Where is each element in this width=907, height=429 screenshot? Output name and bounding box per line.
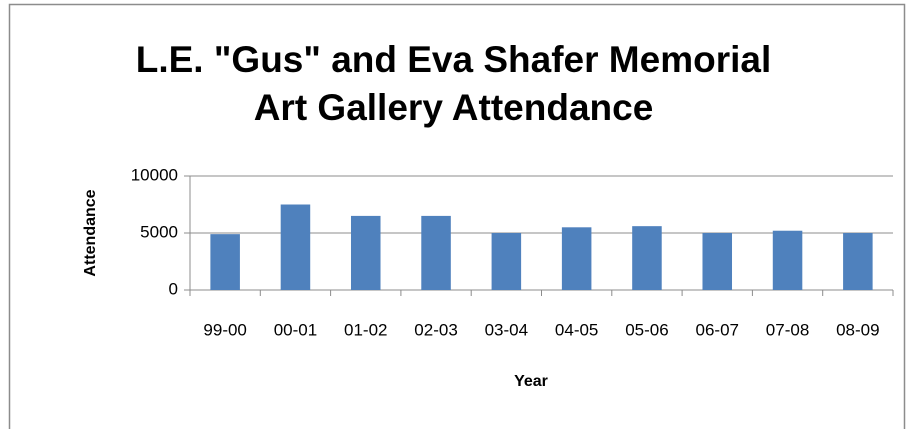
bar <box>491 233 522 290</box>
x-tick-label: 03-04 <box>485 320 528 339</box>
x-tick-label: 00-01 <box>274 320 317 339</box>
bar <box>421 215 451 290</box>
bar <box>843 233 873 290</box>
y-tick-label: 5000 <box>140 222 178 241</box>
bar <box>702 233 733 290</box>
chart-title: L.E. "Gus" and Eva Shafer Memorial Art G… <box>135 39 772 128</box>
x-tick-label: 04-05 <box>555 320 598 339</box>
x-tick-label: 06-07 <box>696 320 739 339</box>
x-tick-label: 99-00 <box>203 320 246 339</box>
bar <box>210 234 240 290</box>
bar <box>280 204 311 290</box>
x-tick-label: 08-09 <box>836 320 879 339</box>
x-tick-label: 02-03 <box>414 320 457 339</box>
chart-frame <box>8 3 906 429</box>
bar <box>561 227 592 290</box>
x-tick-label: 05-06 <box>625 320 668 339</box>
bar <box>772 230 803 290</box>
y-tick-label: 10000 <box>131 165 178 184</box>
bar <box>632 226 662 290</box>
x-tick-label: 01-02 <box>344 320 387 339</box>
x-axis-label: Year <box>514 373 548 390</box>
x-tick-label: 07-08 <box>766 320 809 339</box>
y-axis-label: Attendance <box>82 189 99 276</box>
y-tick-label: 0 <box>169 279 178 298</box>
bar <box>350 215 381 290</box>
